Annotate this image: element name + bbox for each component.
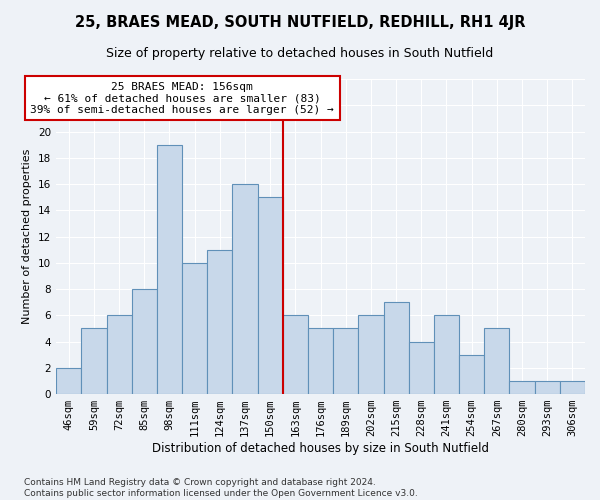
Bar: [257, 197, 283, 394]
Bar: [132, 289, 157, 394]
Bar: [409, 342, 434, 394]
Text: 25, BRAES MEAD, SOUTH NUTFIELD, REDHILL, RH1 4JR: 25, BRAES MEAD, SOUTH NUTFIELD, REDHILL,…: [75, 15, 525, 30]
Text: 25 BRAES MEAD: 156sqm
← 61% of detached houses are smaller (83)
39% of semi-deta: 25 BRAES MEAD: 156sqm ← 61% of detached …: [30, 82, 334, 115]
Bar: [333, 328, 358, 394]
Bar: [82, 328, 107, 394]
Bar: [434, 316, 459, 394]
Bar: [107, 316, 132, 394]
Bar: [484, 328, 509, 394]
Bar: [383, 302, 409, 394]
Bar: [283, 316, 308, 394]
Bar: [207, 250, 232, 394]
Bar: [157, 144, 182, 394]
X-axis label: Distribution of detached houses by size in South Nutfield: Distribution of detached houses by size …: [152, 442, 489, 455]
Y-axis label: Number of detached properties: Number of detached properties: [22, 149, 32, 324]
Bar: [459, 354, 484, 394]
Bar: [358, 316, 383, 394]
Bar: [232, 184, 257, 394]
Bar: [535, 381, 560, 394]
Text: Size of property relative to detached houses in South Nutfield: Size of property relative to detached ho…: [106, 48, 494, 60]
Bar: [56, 368, 82, 394]
Bar: [182, 263, 207, 394]
Bar: [308, 328, 333, 394]
Bar: [560, 381, 585, 394]
Bar: [509, 381, 535, 394]
Text: Contains HM Land Registry data © Crown copyright and database right 2024.
Contai: Contains HM Land Registry data © Crown c…: [24, 478, 418, 498]
